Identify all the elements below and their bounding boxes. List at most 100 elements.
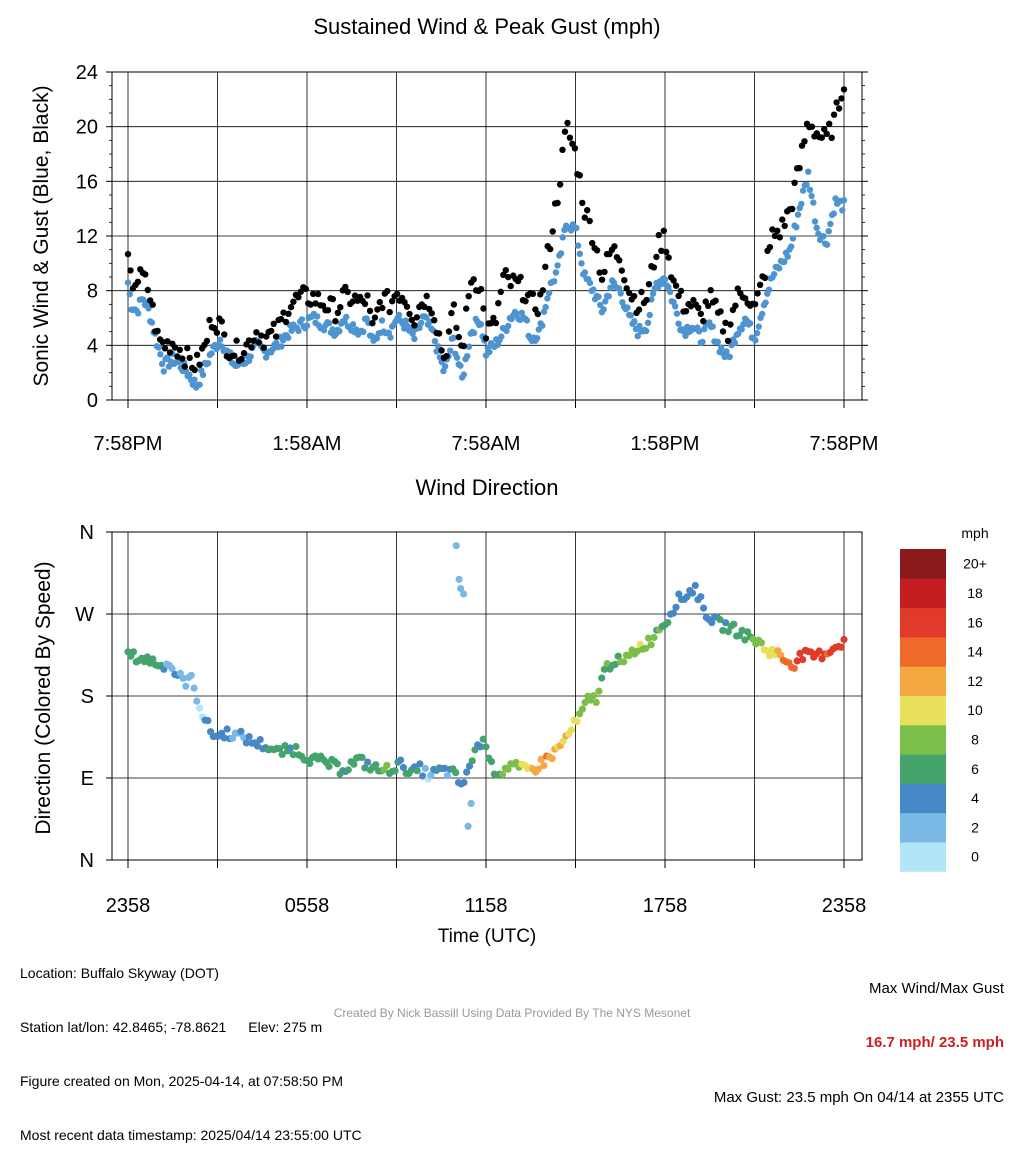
wind-point bbox=[798, 200, 805, 208]
wind-point bbox=[840, 197, 848, 204]
gust-point bbox=[206, 316, 213, 324]
wind-point bbox=[486, 348, 493, 356]
wind-point bbox=[135, 310, 142, 317]
y-axis-label: Sonic Wind & Gust (Blue, Black) bbox=[30, 85, 53, 386]
gust-point bbox=[258, 332, 265, 339]
direction-point bbox=[460, 778, 468, 787]
gust-point bbox=[282, 318, 290, 326]
wind-point bbox=[464, 353, 471, 360]
gust-point bbox=[826, 120, 833, 128]
direction-point bbox=[625, 652, 633, 660]
wind-point bbox=[573, 224, 580, 232]
gust-point bbox=[576, 172, 583, 179]
wind-point bbox=[695, 328, 703, 335]
gust-point bbox=[833, 99, 840, 106]
wind-point bbox=[160, 368, 167, 375]
direction-point bbox=[253, 742, 261, 750]
direction-point bbox=[534, 765, 542, 773]
wind-point bbox=[453, 354, 461, 361]
gust-point bbox=[161, 345, 169, 352]
gust-point bbox=[310, 290, 317, 297]
gust-point bbox=[193, 351, 201, 358]
wind-point bbox=[298, 316, 306, 323]
gust-point bbox=[482, 335, 490, 342]
colorbar-label: 6 bbox=[971, 761, 979, 777]
wind-point bbox=[759, 310, 766, 318]
wind-point bbox=[155, 344, 162, 351]
direction-point bbox=[240, 734, 248, 742]
gust-point bbox=[719, 328, 727, 335]
direction-point bbox=[691, 581, 699, 590]
gust-point bbox=[450, 301, 458, 308]
gust-point bbox=[443, 352, 450, 360]
wind-point bbox=[557, 250, 565, 257]
wind-point bbox=[303, 322, 311, 329]
wind-point bbox=[460, 371, 467, 378]
wind-point bbox=[823, 241, 831, 248]
gust-point bbox=[650, 264, 658, 271]
direction-point bbox=[482, 743, 490, 751]
gust-point bbox=[779, 216, 786, 223]
direction-point bbox=[708, 619, 716, 627]
direction-point bbox=[768, 645, 777, 653]
gust-point bbox=[393, 290, 401, 297]
gust-point bbox=[554, 199, 561, 207]
wind-point bbox=[477, 321, 485, 328]
direction-point bbox=[589, 692, 598, 700]
wind-point bbox=[196, 381, 203, 388]
wind-point bbox=[126, 291, 133, 298]
direction-point bbox=[741, 636, 749, 644]
wind-point bbox=[607, 284, 614, 291]
wind-point bbox=[605, 293, 612, 300]
direction-point bbox=[548, 755, 556, 763]
gust-point bbox=[364, 292, 371, 299]
gust-point bbox=[796, 164, 803, 172]
direction-point bbox=[793, 657, 801, 665]
gust-point bbox=[324, 307, 332, 314]
gust-point bbox=[171, 344, 179, 351]
colorbar-label: 20+ bbox=[963, 556, 987, 572]
direction-point bbox=[452, 542, 460, 550]
wind-point bbox=[552, 269, 560, 276]
y-tick-label: N bbox=[80, 850, 94, 872]
x-tick-label: 7:58AM bbox=[452, 433, 521, 455]
wind-point bbox=[326, 319, 333, 327]
gust-point bbox=[349, 298, 356, 305]
gust-point bbox=[835, 105, 843, 112]
gust-point bbox=[635, 306, 643, 313]
gust-point bbox=[626, 289, 633, 297]
wind-point bbox=[416, 324, 423, 331]
wind-point bbox=[803, 181, 810, 188]
direction-point bbox=[358, 753, 366, 762]
gust-point bbox=[134, 278, 142, 285]
direction-point bbox=[275, 745, 284, 753]
gust-point bbox=[142, 271, 149, 278]
colorbar-swatch bbox=[900, 842, 946, 872]
colorbar-swatch bbox=[900, 666, 946, 696]
gust-point bbox=[196, 361, 203, 368]
x-tick-label: 1758 bbox=[643, 895, 688, 917]
gust-point bbox=[174, 353, 181, 360]
x-tick-label: 2358 bbox=[106, 895, 151, 917]
y-tick-label: S bbox=[81, 686, 94, 708]
direction-point bbox=[620, 658, 628, 666]
wind-point bbox=[329, 326, 336, 333]
gust-point bbox=[413, 314, 421, 321]
wind-point bbox=[747, 320, 754, 327]
wind-point bbox=[544, 295, 551, 302]
gust-point bbox=[423, 292, 430, 300]
gust-point bbox=[705, 302, 712, 310]
wind-point bbox=[839, 207, 846, 214]
gust-point bbox=[144, 286, 151, 294]
gust-point bbox=[653, 253, 660, 261]
direction-point bbox=[129, 648, 138, 656]
wind-point bbox=[709, 323, 716, 330]
wind-point bbox=[320, 327, 328, 334]
x-tick-label: 0558 bbox=[285, 895, 330, 917]
wind-point bbox=[631, 318, 638, 325]
gust-point bbox=[596, 269, 603, 276]
wind-point bbox=[447, 347, 454, 354]
direction-point bbox=[799, 656, 807, 664]
gust-point bbox=[376, 298, 383, 306]
wind-point bbox=[644, 319, 652, 326]
